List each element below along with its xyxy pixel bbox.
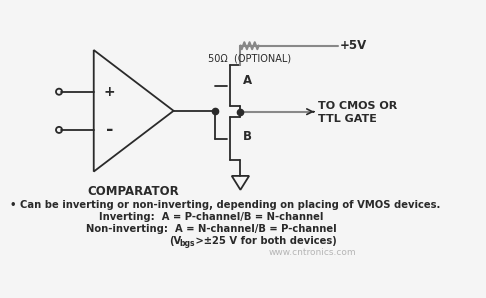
Text: A: A: [243, 74, 252, 87]
Text: (V: (V: [169, 236, 181, 246]
Text: -: -: [105, 121, 113, 139]
Text: +: +: [104, 85, 115, 99]
Text: B: B: [243, 130, 252, 143]
Text: 50Ω  (OPTIONAL): 50Ω (OPTIONAL): [208, 54, 291, 63]
Text: Non-inverting:  A = N-channel/B = P-channel: Non-inverting: A = N-channel/B = P-chann…: [86, 224, 336, 234]
Text: COMPARATOR: COMPARATOR: [88, 185, 179, 198]
Text: >±25 V for both devices): >±25 V for both devices): [192, 236, 337, 246]
Text: TTL GATE: TTL GATE: [318, 114, 377, 125]
Text: www.cntronics.com: www.cntronics.com: [269, 249, 357, 257]
Text: +5V: +5V: [340, 39, 367, 52]
Text: TO CMOS OR: TO CMOS OR: [318, 101, 397, 111]
Text: bgs: bgs: [180, 239, 195, 248]
Text: • Can be inverting or non-inverting, depending on placing of VMOS devices.: • Can be inverting or non-inverting, dep…: [10, 200, 441, 210]
Text: Inverting:  A = P-channel/B = N-channel: Inverting: A = P-channel/B = N-channel: [99, 212, 323, 222]
